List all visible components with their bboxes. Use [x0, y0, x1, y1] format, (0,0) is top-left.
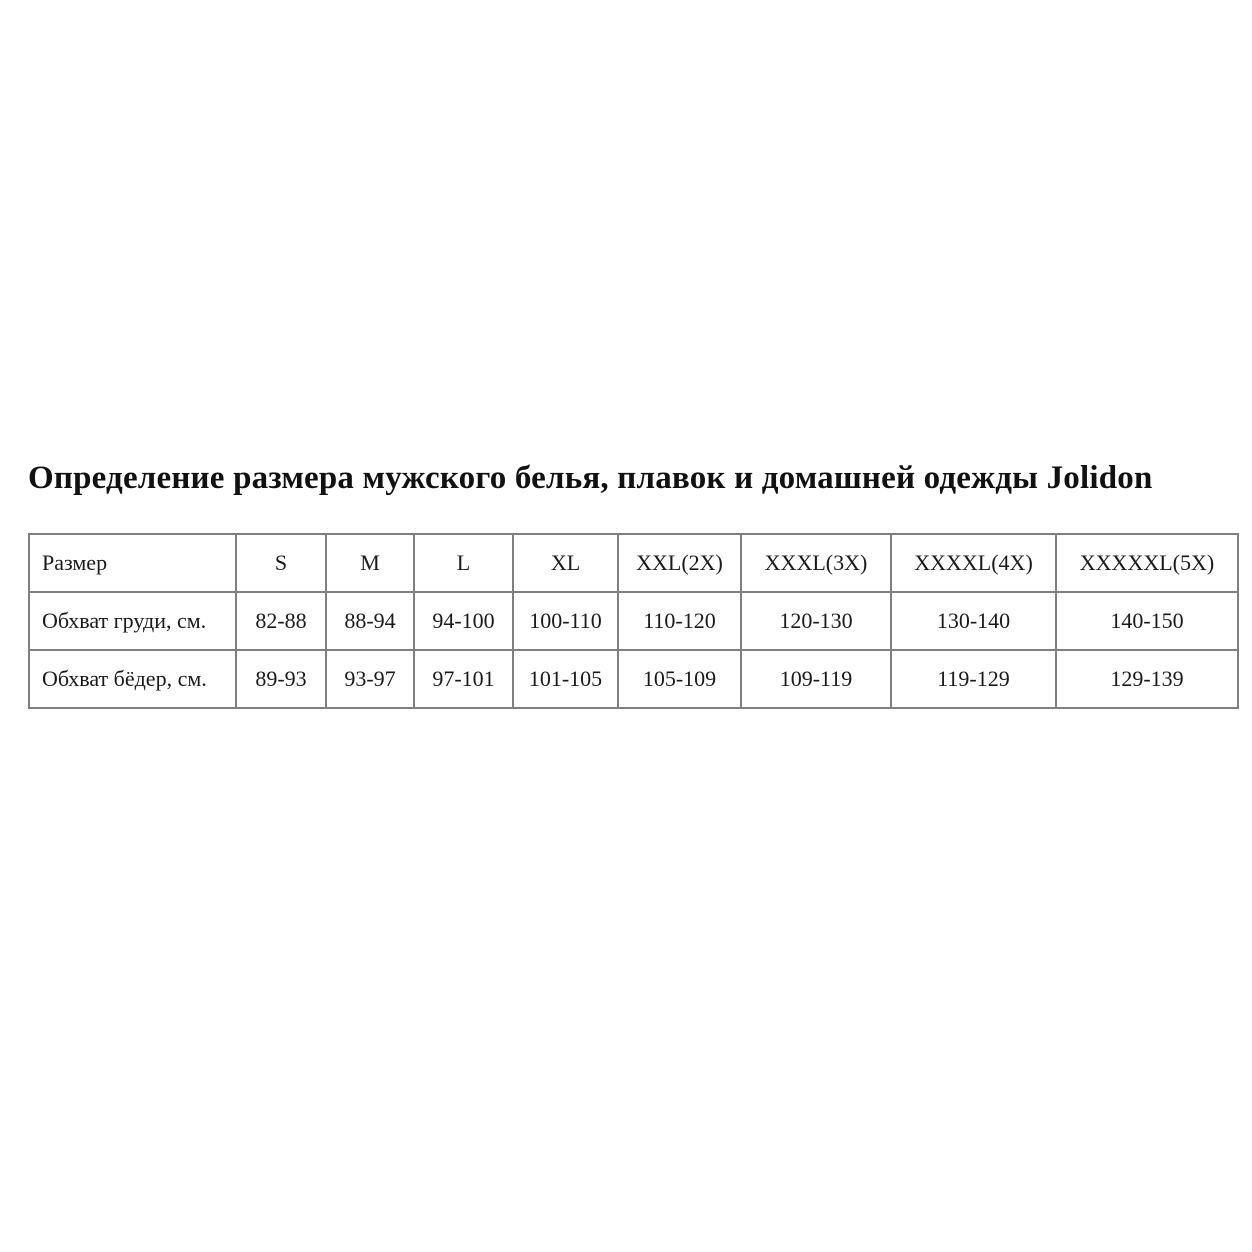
table-cell: 94-100 — [413, 591, 514, 651]
table-cell: 120-130 — [740, 591, 892, 651]
table-cell: 97-101 — [413, 649, 514, 709]
table-row-chest: Обхват груди, см. 82-88 88-94 94-100 100… — [28, 591, 1239, 651]
column-header-m: M — [325, 533, 415, 593]
row-label-hips: Обхват бёдер, см. — [28, 649, 237, 709]
page-title: Определение размера мужского белья, плав… — [28, 460, 1153, 496]
table-cell: 140-150 — [1055, 591, 1239, 651]
table-header-row: Размер S M L XL XXL(2X) XXXL(3X) XXXXL(4… — [28, 533, 1239, 593]
table-cell: 109-119 — [740, 649, 892, 709]
size-chart-table: Размер S M L XL XXL(2X) XXXL(3X) XXXXL(4… — [28, 533, 1239, 709]
table-cell: 110-120 — [617, 591, 742, 651]
table-cell: 101-105 — [512, 649, 619, 709]
column-header-xxl: XXL(2X) — [617, 533, 742, 593]
table-cell: 89-93 — [235, 649, 327, 709]
table-cell: 119-129 — [890, 649, 1057, 709]
table-cell: 88-94 — [325, 591, 415, 651]
table-cell: 130-140 — [890, 591, 1057, 651]
table-cell: 129-139 — [1055, 649, 1239, 709]
table-cell: 82-88 — [235, 591, 327, 651]
column-header-s: S — [235, 533, 327, 593]
table-cell: 93-97 — [325, 649, 415, 709]
column-header-xxxxl: XXXXL(4X) — [890, 533, 1057, 593]
row-label-chest: Обхват груди, см. — [28, 591, 237, 651]
column-header-xxxxxl: XXXXXL(5X) — [1055, 533, 1239, 593]
table-cell: 105-109 — [617, 649, 742, 709]
column-header-size: Размер — [28, 533, 237, 593]
column-header-xxxl: XXXL(3X) — [740, 533, 892, 593]
table-cell: 100-110 — [512, 591, 619, 651]
table-row-hips: Обхват бёдер, см. 89-93 93-97 97-101 101… — [28, 649, 1239, 709]
column-header-l: L — [413, 533, 514, 593]
column-header-xl: XL — [512, 533, 619, 593]
